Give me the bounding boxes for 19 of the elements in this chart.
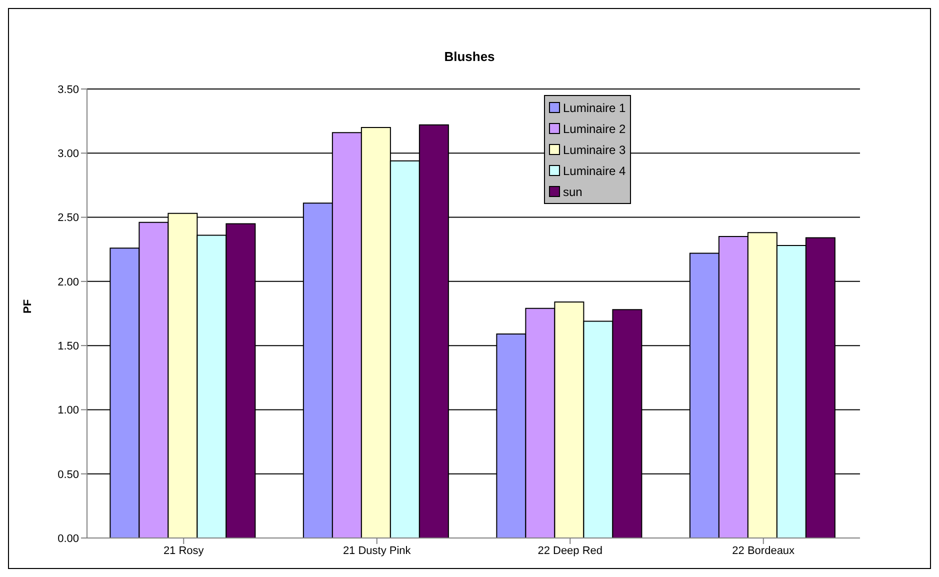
legend-label: Luminaire 4: [563, 164, 626, 178]
legend-label: Luminaire 2: [563, 122, 626, 136]
x-tick-label: 21 Dusty Pink: [342, 544, 412, 557]
x-tick-label: 22 Deep Red: [538, 544, 603, 557]
y-tick-label: 2.50: [58, 212, 79, 224]
x-tick-label: 22 Bordeaux: [732, 544, 796, 557]
y-tick-label: 3.00: [58, 148, 79, 160]
y-tick-label: 1.50: [58, 340, 79, 352]
y-tick-label: 1.00: [58, 404, 79, 417]
y-tick-label: 3.50: [58, 84, 79, 96]
y-tick-label: 0.00: [58, 532, 79, 545]
legend-label: Luminaire 1: [563, 100, 626, 114]
y-tick-label: 0.50: [58, 468, 79, 481]
legend-label: sun: [563, 184, 582, 198]
x-tick-label: 21 Rosy: [163, 544, 204, 557]
y-tick-label: 2.00: [58, 276, 79, 288]
legend-label: Luminaire 3: [563, 142, 626, 156]
chart-title: Blushes: [443, 49, 496, 64]
y-axis-title: PF: [22, 299, 34, 314]
